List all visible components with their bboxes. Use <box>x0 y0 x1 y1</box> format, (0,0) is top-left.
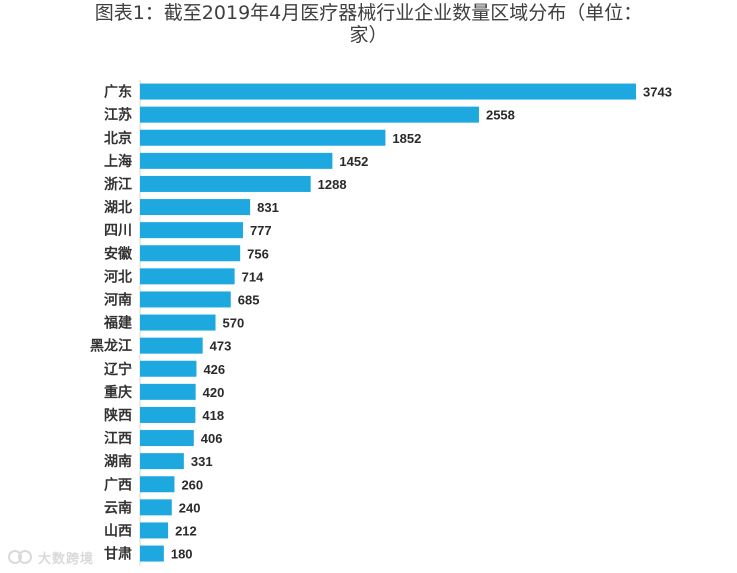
data-label: 406 <box>201 431 223 446</box>
data-label: 1852 <box>392 131 421 146</box>
data-label: 418 <box>202 408 224 423</box>
data-label: 420 <box>203 385 225 400</box>
category-label: 湖南 <box>104 453 132 470</box>
category-label: 福建 <box>103 315 132 332</box>
data-label: 473 <box>210 339 232 354</box>
chart-title-line1: 图表1：截至2019年4月医疗器械行业企业数量区域分布（单位： <box>94 2 643 24</box>
bar <box>140 222 243 239</box>
data-label: 756 <box>247 246 269 261</box>
chart-title-line2: 家） <box>349 24 388 46</box>
bar <box>140 152 333 169</box>
category-label: 安徽 <box>104 245 133 262</box>
data-label: 1288 <box>318 177 347 192</box>
bar <box>140 360 197 377</box>
category-label: 陕西 <box>104 407 132 424</box>
bar <box>140 430 194 447</box>
bar <box>140 337 203 354</box>
category-label: 江苏 <box>104 107 132 124</box>
category-label: 山西 <box>104 523 132 539</box>
category-label: 重庆 <box>104 384 132 401</box>
category-label: 甘肃 <box>104 546 132 563</box>
category-label: 北京 <box>104 130 132 147</box>
category-label: 河北 <box>104 268 132 285</box>
bar <box>140 199 251 216</box>
bar <box>140 522 169 539</box>
data-label: 714 <box>242 269 264 284</box>
data-label: 570 <box>223 316 245 331</box>
bar <box>140 476 175 493</box>
chart-title: 图表1：截至2019年4月医疗器械行业企业数量区域分布（单位： 家） <box>0 2 737 46</box>
category-label: 浙江 <box>104 176 132 193</box>
bar <box>140 83 636 100</box>
watermark-logo-icon <box>8 550 32 564</box>
bars-group: 广东 3743 江苏 2558 北京 1852 上海 1452 浙江 1288 湖北 831 四川 777… <box>90 83 672 563</box>
bar <box>140 175 311 192</box>
bar <box>140 106 479 123</box>
bar <box>140 291 231 308</box>
category-label: 湖北 <box>104 200 132 216</box>
category-label: 江西 <box>104 430 132 447</box>
category-label: 云南 <box>104 499 132 516</box>
bar <box>140 129 386 146</box>
category-label: 黑龙江 <box>90 338 132 355</box>
data-label: 2558 <box>486 108 515 123</box>
bar <box>140 383 196 400</box>
data-label: 426 <box>203 362 225 377</box>
data-label: 180 <box>171 547 193 562</box>
watermark-text: 大数跨境 <box>38 551 95 567</box>
category-label: 河南 <box>104 291 132 308</box>
bar <box>140 499 172 516</box>
category-label: 广西 <box>104 476 132 493</box>
category-label: 上海 <box>104 153 132 170</box>
data-label: 1452 <box>339 154 368 169</box>
data-label: 777 <box>250 223 272 238</box>
bar <box>140 406 196 423</box>
bar <box>140 453 184 470</box>
data-label: 831 <box>257 200 279 215</box>
data-label: 685 <box>238 292 260 307</box>
category-label: 广东 <box>104 84 132 101</box>
bar <box>140 314 216 331</box>
bar <box>140 268 235 285</box>
data-label: 3743 <box>643 85 672 100</box>
category-label: 四川 <box>104 223 132 239</box>
data-label: 212 <box>175 523 197 538</box>
bar <box>140 545 164 562</box>
bar <box>140 245 241 262</box>
data-label: 331 <box>191 454 213 469</box>
watermark: 大数跨境 <box>8 546 94 568</box>
data-label: 260 <box>181 477 203 492</box>
category-label: 辽宁 <box>104 361 132 378</box>
data-label: 240 <box>179 500 201 515</box>
